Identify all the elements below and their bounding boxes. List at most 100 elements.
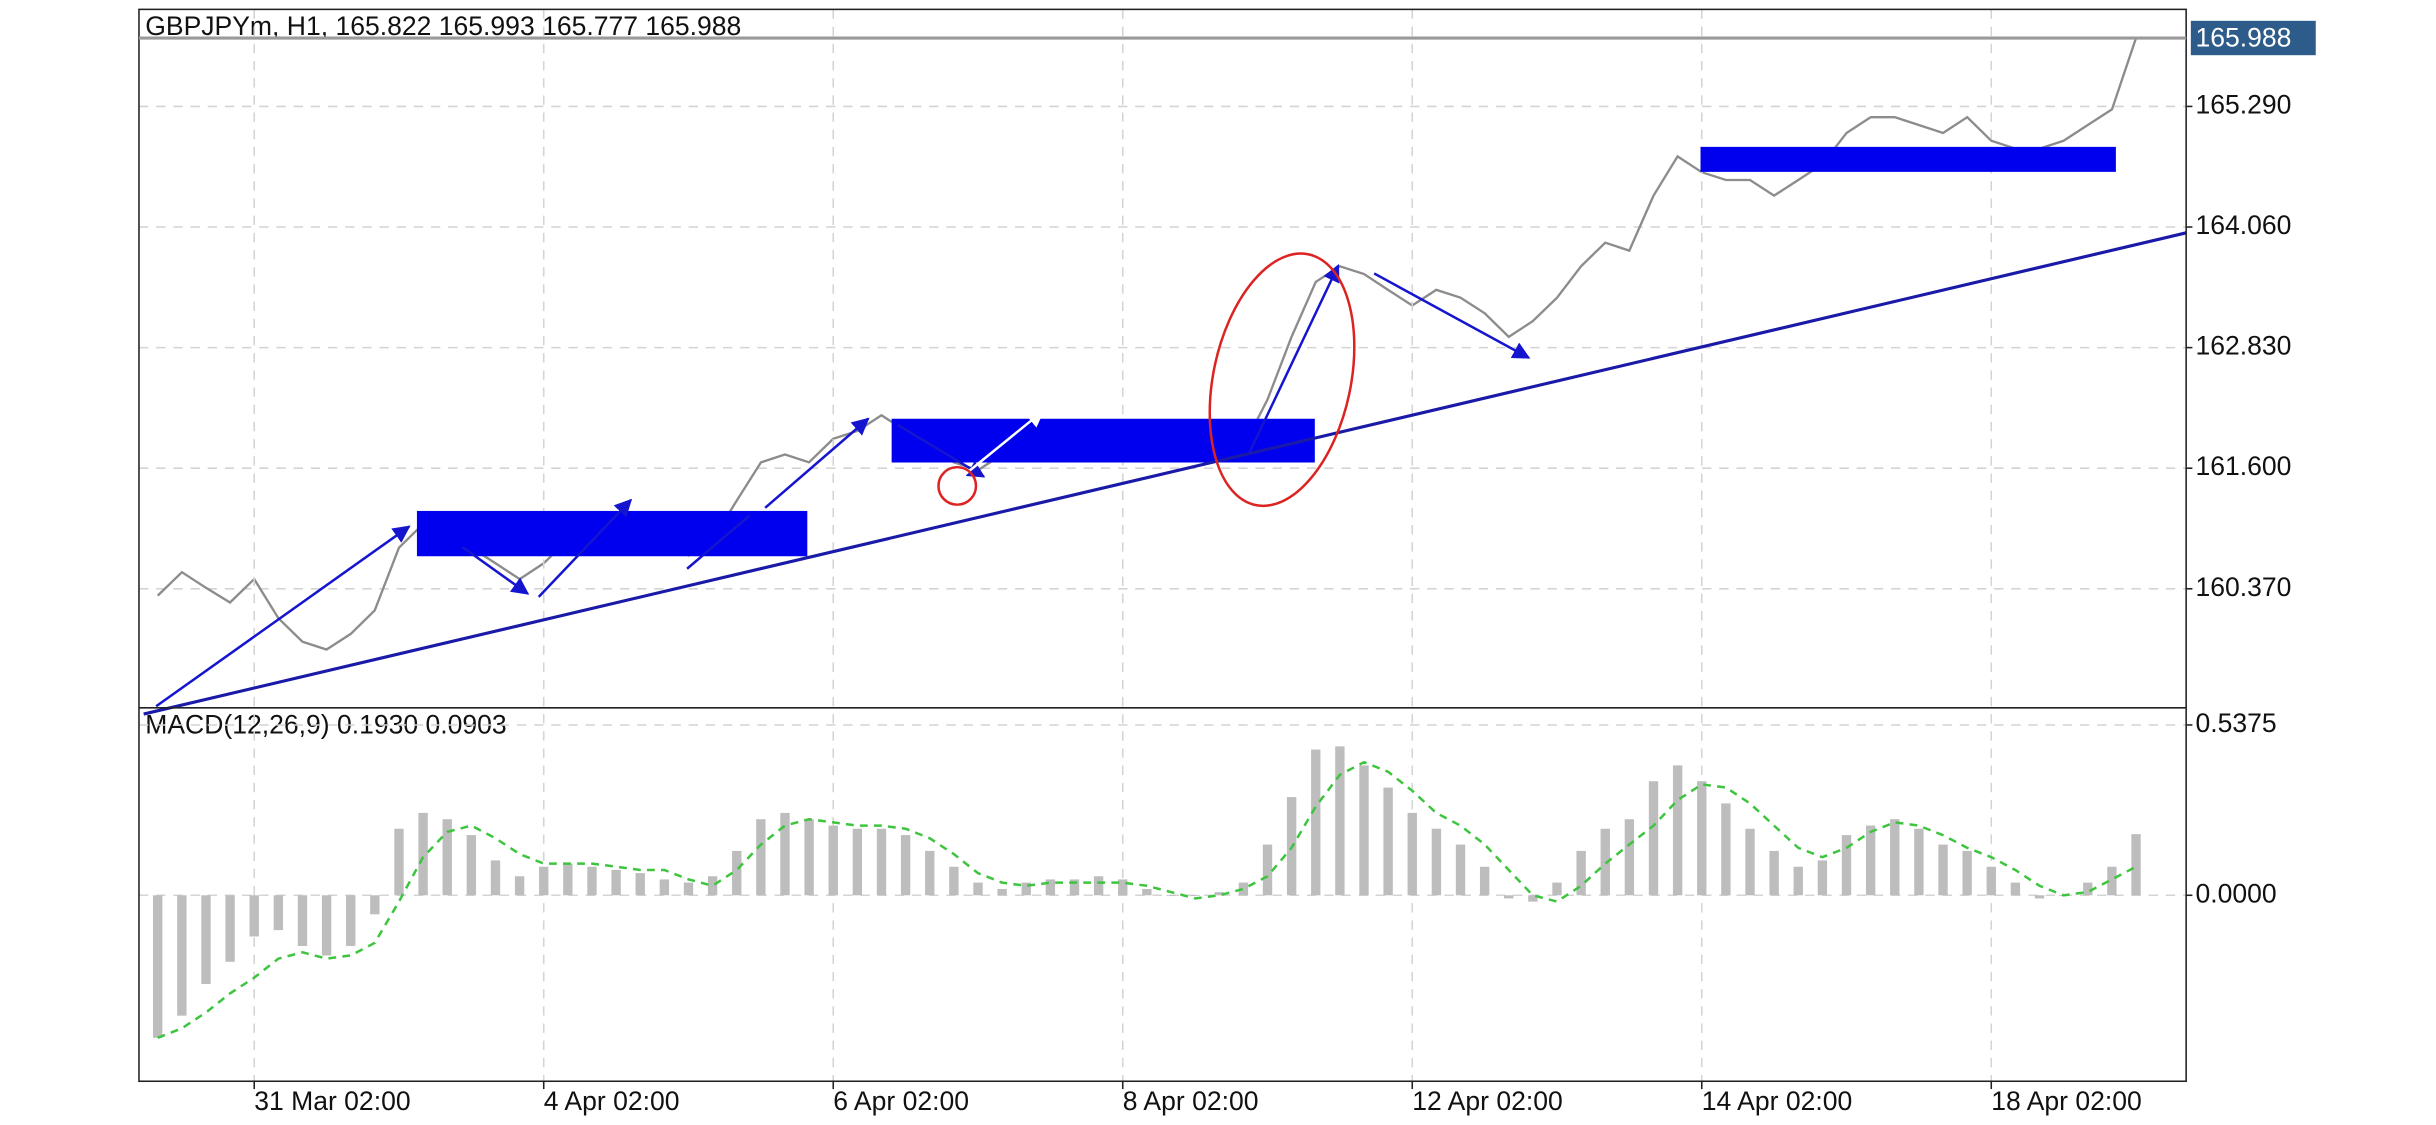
histogram-bar (1962, 850, 1972, 896)
histogram-bar (370, 895, 380, 915)
y-tick-label: 164.060 (2196, 210, 2292, 240)
arrows (155, 264, 1531, 708)
histogram-bar (153, 895, 163, 1038)
histogram-bar (973, 882, 983, 896)
histogram-bar (780, 812, 790, 896)
histogram-bar (1407, 812, 1417, 896)
histogram-bar (514, 876, 525, 896)
histogram-bar (1745, 828, 1755, 896)
y-tick-label: 160.370 (2196, 572, 2292, 602)
y-tick-label: 0.0000 (2196, 878, 2277, 908)
macd-title: MACD(12,26,9) 0.1930 0.0903 (145, 710, 506, 740)
histogram-bar (1479, 866, 1490, 896)
histogram-bar (539, 866, 549, 896)
histogram-bar (1431, 828, 1442, 896)
histogram-bar (490, 860, 501, 896)
histogram-bar (635, 873, 645, 896)
histogram-bar (1817, 860, 1828, 896)
price-title: GBPJPYm, H1, 165.822 165.993 165.777 165… (145, 11, 741, 41)
histogram-bar (587, 866, 597, 896)
histogram-bar (1552, 882, 1562, 896)
histogram-bar (1262, 844, 1273, 896)
histogram-bar (273, 895, 284, 931)
trend-line (143, 231, 2187, 716)
histogram-bar (876, 828, 887, 896)
histogram-bar (1383, 787, 1393, 896)
signal-line (157, 760, 2137, 1039)
histogram-bar (1214, 892, 1224, 896)
histogram-bar (1865, 825, 1876, 896)
zone-box (891, 418, 1315, 463)
histogram-bar (2010, 882, 2021, 896)
histogram-bar (1914, 828, 1924, 896)
histogram-bar (1890, 819, 1900, 896)
histogram-bar (2083, 882, 2093, 896)
price-line (156, 37, 2138, 651)
red-circle (937, 465, 978, 506)
histogram-bar (1672, 765, 1683, 896)
histogram-bar (1142, 888, 1152, 896)
last-price-box (2190, 20, 2316, 56)
histogram-bar (949, 866, 959, 896)
x-tick-label: 18 Apr 02:00 (1991, 1086, 2142, 1116)
histogram-bar (1624, 819, 1635, 896)
histogram-bar (925, 850, 935, 896)
histogram-bar (1093, 876, 1104, 896)
histogram-bar (732, 850, 742, 896)
last-price-label: 165.988 (2196, 23, 2292, 53)
histogram-bar (683, 882, 694, 896)
histogram-bar (707, 876, 718, 896)
histogram-bar (1069, 879, 1080, 896)
histogram-bar (201, 895, 211, 984)
annotations (143, 146, 2187, 716)
histogram-bar (828, 825, 838, 896)
histogram-bar (1793, 866, 1803, 896)
histogram-bar (2107, 866, 2117, 896)
histogram-bar (1697, 781, 1707, 896)
histogram-bar (1721, 803, 1731, 896)
histogram-bar (1359, 765, 1369, 896)
histogram-bar (1769, 850, 1779, 896)
histogram-bar (177, 895, 187, 1016)
histogram-bar (466, 835, 477, 896)
histogram-bar (1118, 879, 1128, 896)
histogram-bar (1576, 850, 1586, 896)
histogram-bar (659, 879, 670, 896)
y-tick-label: 162.830 (2196, 331, 2292, 361)
x-tick-label: 31 Mar 02:00 (254, 1086, 410, 1116)
x-tick-label: 4 Apr 02:00 (544, 1086, 680, 1116)
histogram-bar (1045, 879, 1056, 896)
y-tick-label: 165.290 (2196, 89, 2292, 119)
histogram-bar (1021, 882, 1031, 896)
histogram-bar (1311, 749, 1321, 896)
histogram-bar (611, 869, 621, 896)
histogram-bar (1335, 746, 1345, 896)
histogram-bar (1648, 781, 1659, 896)
y-tick-label: 161.600 (2196, 451, 2292, 481)
histogram-bar (297, 895, 308, 946)
histogram-bar (418, 812, 428, 896)
histogram-bar (997, 888, 1007, 896)
histogram-bar (249, 895, 259, 937)
histogram-bar (1455, 844, 1466, 896)
histogram-bar (852, 828, 863, 896)
histogram-bar (442, 819, 452, 896)
histogram-bar (2034, 895, 2045, 899)
histogram-bar (563, 863, 573, 896)
x-tick-label: 14 Apr 02:00 (1702, 1086, 1853, 1116)
histogram-bar (1528, 895, 1538, 902)
histogram-bar (1938, 844, 1948, 896)
histogram-bar (394, 828, 404, 896)
frame (138, 8, 2187, 1083)
histogram-bar (1166, 895, 1176, 897)
x-tick-label: 6 Apr 02:00 (833, 1086, 969, 1116)
x-tick-label: 8 Apr 02:00 (1123, 1086, 1259, 1116)
histogram-bar (2131, 834, 2141, 896)
histogram-bar (1841, 835, 1852, 896)
histogram-bar (756, 819, 766, 896)
zone-box (1700, 146, 2116, 172)
x-tick-label: 12 Apr 02:00 (1412, 1086, 1563, 1116)
histogram-bar (804, 819, 814, 896)
red-ellipse (1208, 252, 1356, 508)
histogram-bar (1238, 882, 1249, 896)
